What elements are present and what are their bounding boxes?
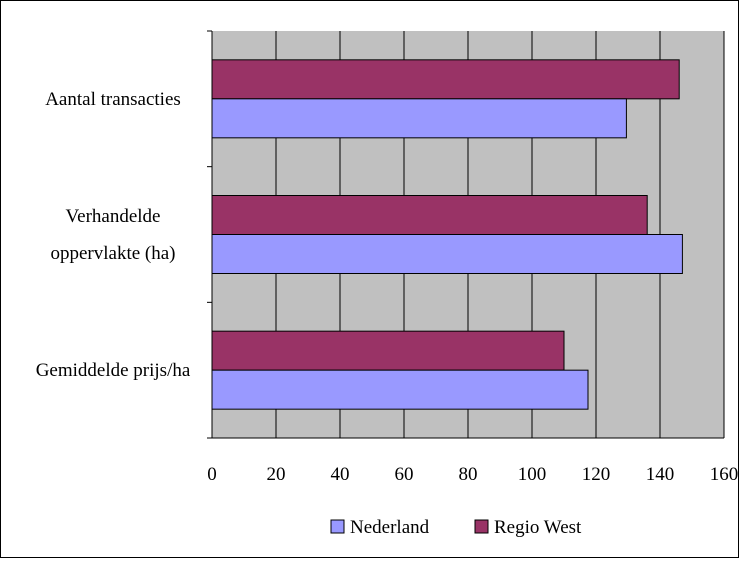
- x-tick-label: 60: [395, 464, 414, 485]
- x-tick-label: 20: [267, 464, 286, 485]
- legend-label-nederland: Nederland: [350, 517, 430, 538]
- x-tick-label: 140: [646, 464, 675, 485]
- legend-swatch-regio-west: [474, 519, 489, 534]
- bar-nederland: [211, 234, 683, 274]
- category-label: Aantal transacties: [45, 89, 181, 110]
- x-tick-label: 0: [207, 464, 217, 485]
- category-labels: Aantal transacties Verhandelde oppervlakte…: [36, 89, 191, 381]
- bar-nederland: [211, 369, 589, 410]
- bar-regio-west: [211, 59, 680, 100]
- bar-regio-west: [211, 195, 648, 235]
- legend-label-regio-west: Regio West: [494, 517, 582, 538]
- x-tick-label: 100: [518, 464, 547, 485]
- x-tick-label: 40: [331, 464, 350, 485]
- x-tick-label: 80: [459, 464, 478, 485]
- bar-regio-west: [211, 330, 565, 371]
- category-label: Gemiddelde prijs/ha: [36, 360, 191, 381]
- legend: Nederland Regio West: [330, 517, 582, 538]
- x-tick-labels: 0 20 40 60 80 100 120 140 160: [207, 464, 738, 485]
- bar-nederland: [211, 98, 627, 139]
- legend-swatch-nederland: [330, 519, 345, 534]
- bars: [211, 59, 683, 410]
- axes: [207, 30, 724, 439]
- x-tick-label: 120: [582, 464, 611, 485]
- category-label: Verhandelde oppervlakte (ha): [50, 206, 175, 264]
- x-tick-label: 160: [710, 464, 738, 485]
